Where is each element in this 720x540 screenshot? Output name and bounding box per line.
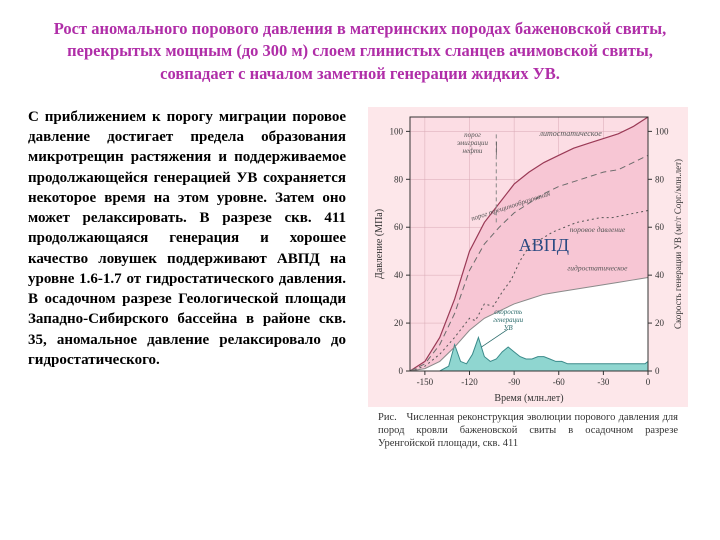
svg-text:80: 80 [394, 174, 404, 184]
page-title: Рост аномального порового давления в мат… [42, 18, 678, 85]
svg-text:Время (млн.лет): Время (млн.лет) [494, 393, 563, 404]
svg-text:40: 40 [655, 270, 665, 280]
svg-text:скорость: скорость [494, 308, 522, 316]
svg-text:-150: -150 [417, 377, 434, 387]
body-text: С приближением к порогу миграции поровое… [28, 107, 346, 450]
svg-text:-30: -30 [597, 377, 609, 387]
svg-text:порог: порог [464, 131, 481, 139]
svg-text:-120: -120 [461, 377, 478, 387]
figure-caption: Рис. Численная реконструкция эволюции по… [378, 411, 678, 450]
svg-text:генерации: генерации [493, 316, 523, 324]
slide: { "title": "Рост аномального порового да… [0, 0, 720, 540]
svg-text:Скорость генерации УВ (мг/г Cо: Скорость генерации УВ (мг/г Cорг./млн.ле… [673, 159, 683, 329]
svg-text:100: 100 [655, 126, 669, 136]
svg-text:0: 0 [655, 366, 660, 376]
svg-text:эмиграции: эмиграции [457, 139, 489, 147]
pressure-evolution-chart: 0 20 40 60 80 100 0 20 40 60 80 100 -150 -120 -90 -60 -3… [368, 107, 688, 407]
figure-wrap: 0 20 40 60 80 100 0 20 40 60 80 100 -150 -120 -90 -60 -3… [364, 107, 692, 450]
svg-text:80: 80 [655, 174, 665, 184]
svg-text:60: 60 [394, 222, 404, 232]
svg-text:20: 20 [394, 318, 404, 328]
svg-text:-90: -90 [508, 377, 520, 387]
svg-text:0: 0 [646, 377, 651, 387]
svg-text:литостатическое: литостатическое [539, 129, 603, 138]
svg-text:нефти: нефти [463, 147, 483, 155]
caption-prefix: Рис. [378, 412, 397, 423]
svg-text:гидростатическое: гидростатическое [567, 263, 628, 272]
svg-text:Давление (МПа): Давление (МПа) [374, 209, 385, 279]
svg-text:АВПД: АВПД [519, 235, 569, 255]
content-row: С приближением к порогу миграции поровое… [28, 107, 692, 450]
svg-text:100: 100 [390, 126, 404, 136]
svg-text:40: 40 [394, 270, 404, 280]
svg-text:-60: -60 [553, 377, 565, 387]
svg-text:поровое давление: поровое давление [570, 225, 626, 234]
svg-text:60: 60 [655, 222, 665, 232]
caption-text: Численная реконструкция эволюции поровог… [378, 412, 678, 449]
svg-text:20: 20 [655, 318, 665, 328]
svg-text:0: 0 [399, 366, 404, 376]
